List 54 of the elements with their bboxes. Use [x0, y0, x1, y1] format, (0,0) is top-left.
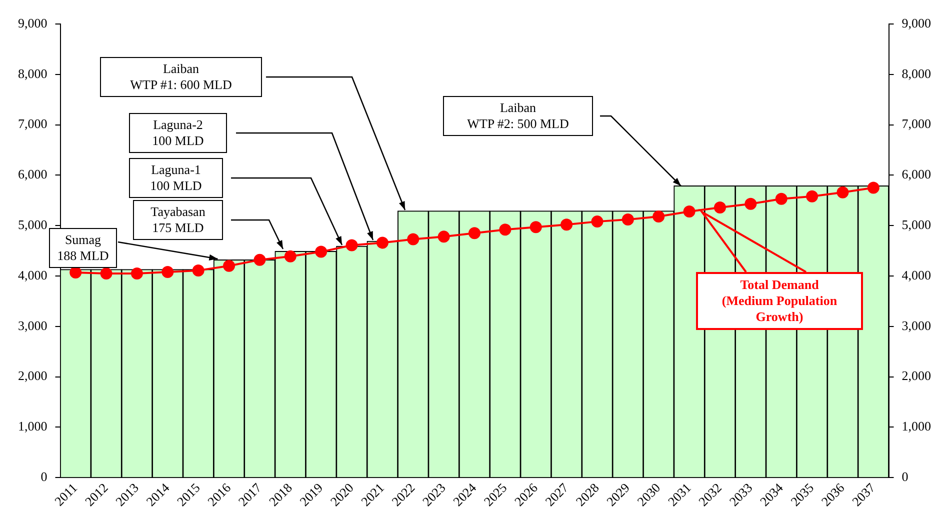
y2-tick-label: 5,000	[902, 217, 931, 232]
point	[376, 236, 388, 249]
point	[867, 182, 880, 194]
y2-tick-label: 6,000	[902, 166, 931, 182]
point	[806, 190, 818, 202]
point	[100, 267, 112, 280]
point	[284, 250, 296, 262]
y2-tick-label: 2,000	[902, 368, 931, 384]
y2-tick-label: 9,000	[902, 15, 931, 30]
point	[560, 218, 573, 231]
point	[192, 264, 204, 276]
point	[130, 267, 143, 280]
point	[315, 246, 328, 258]
point	[622, 214, 634, 226]
y2-tick-label: 4,000	[902, 267, 931, 282]
point	[652, 210, 665, 223]
callout-box: Laiban WTP #1: 600 MLD	[100, 57, 262, 97]
y-tick-label: 0	[40, 469, 48, 484]
point	[468, 227, 480, 240]
y2-tick-label: 8,000	[902, 66, 931, 81]
y2-tick-label: 1,000	[902, 418, 931, 434]
callout-box: Laiban WTP #2: 500 MLD	[443, 96, 593, 136]
point	[407, 233, 420, 246]
y-tick-label: 8,000	[18, 66, 48, 81]
point	[499, 224, 512, 236]
point	[223, 260, 236, 272]
point	[254, 254, 266, 266]
y2-tick-label: 0	[902, 469, 908, 484]
point	[530, 221, 542, 234]
y2-tick-label: 3,000	[902, 318, 931, 333]
callout-box: Laguna-1 100 MLD	[129, 158, 223, 198]
point	[438, 230, 450, 243]
y-tick-label: 4,000	[18, 267, 48, 282]
y-tick-label: 5,000	[18, 217, 48, 232]
callout-box: Sumag 188 MLD	[49, 228, 117, 268]
y-tick-label: 6,000	[18, 166, 48, 182]
callout-box: Tayabasan 175 MLD	[133, 200, 223, 240]
point	[836, 186, 849, 198]
point	[714, 201, 726, 214]
y-tick-label: 3,000	[18, 318, 48, 333]
point	[683, 205, 696, 218]
point	[162, 266, 174, 278]
y-tick-label: 2,000	[18, 368, 48, 384]
y-tick-label: 9,000	[18, 15, 48, 30]
callout-box: Total Demand (Medium Population Growth)	[696, 272, 863, 330]
y-tick-label: 1,000	[18, 418, 48, 434]
y-tick-label: 7,000	[18, 116, 48, 132]
point	[591, 216, 604, 228]
callout-box: Laguna-2 100 MLD	[129, 113, 227, 153]
point	[744, 198, 757, 210]
x-tick-label: 2021	[358, 480, 387, 510]
y2-tick-label: 7,000	[902, 116, 931, 132]
point	[775, 192, 788, 205]
point	[346, 239, 358, 252]
